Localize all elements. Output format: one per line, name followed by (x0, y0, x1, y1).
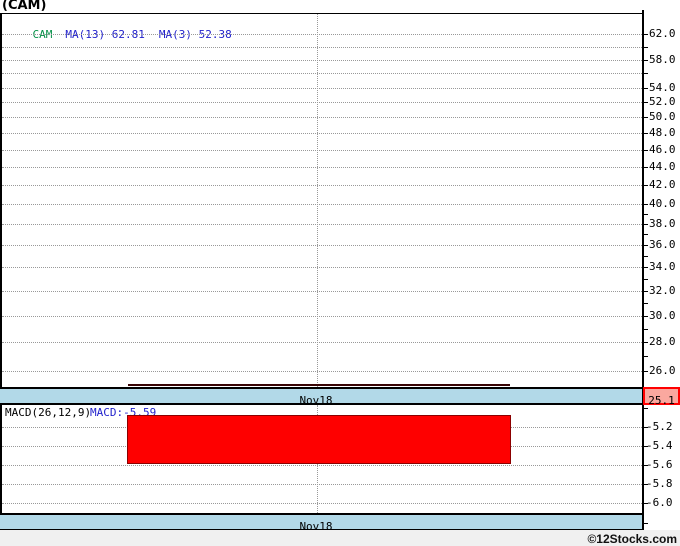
macd-histogram-bar (127, 415, 511, 464)
y-axis-label: 42.0 (649, 178, 676, 191)
y-axis-minor-tick (644, 303, 648, 304)
footer-strip: ©12Stocks.com (0, 530, 680, 546)
y-axis-minor-tick (644, 279, 648, 280)
chart-left-border (0, 13, 2, 530)
macd-date-band: Nov18 (0, 513, 642, 533)
y-axis-label: 30.0 (649, 309, 676, 322)
price-gridline (2, 150, 642, 151)
macd-gridline (2, 484, 642, 485)
macd-axis-tick (644, 446, 648, 447)
macd-axis-tick (644, 427, 648, 428)
macd-axis-minor-tick (644, 523, 648, 524)
y-axis-label: 28.0 (649, 335, 676, 348)
price-gridline (2, 167, 642, 168)
y-axis-label: 26.0 (649, 364, 676, 377)
macd-axis-tick (644, 484, 648, 485)
price-gridline (2, 102, 642, 103)
price-gridline (2, 224, 642, 225)
price-gridline (2, 204, 642, 205)
y-axis-label: 52.0 (649, 95, 676, 108)
macd-axis-label: -5.2 (646, 420, 673, 433)
macd-gridline (2, 503, 642, 504)
price-gridline (2, 73, 642, 74)
y-axis-minor-tick (644, 329, 648, 330)
y-axis-tick (644, 245, 648, 246)
y-axis-minor-tick (644, 234, 648, 235)
last-price-value: 25.1 (648, 394, 675, 407)
price-gridline (2, 267, 642, 268)
page-title: (CAM) (2, 0, 47, 13)
y-axis-line (642, 10, 644, 530)
macd-axis-label: -6.0 (646, 496, 673, 509)
price-gridline (2, 47, 642, 48)
price-line (128, 384, 510, 386)
price-gridline (2, 34, 642, 35)
price-gridline (2, 185, 642, 186)
y-axis-label: 38.0 (649, 217, 676, 230)
price-gridline (2, 245, 642, 246)
y-axis-label: 46.0 (649, 143, 676, 156)
macd-axis-label: -5.6 (646, 458, 673, 471)
y-axis-tick (644, 60, 648, 61)
y-axis-tick (644, 342, 648, 343)
y-axis-label: 40.0 (649, 197, 676, 210)
macd-heading: MACD(26,12,9) (5, 406, 92, 419)
y-axis-label: 50.0 (649, 110, 676, 123)
y-axis-tick (644, 150, 648, 151)
price-date-band: Nov18 (0, 387, 642, 407)
y-axis-tick (644, 204, 648, 205)
y-axis-tick (644, 88, 648, 89)
price-gridline (2, 291, 642, 292)
y-axis-label: 44.0 (649, 160, 676, 173)
date-label: Nov18 (299, 520, 333, 533)
y-axis-minor-tick (644, 356, 648, 357)
price-gridline (2, 316, 642, 317)
y-axis-tick (644, 291, 648, 292)
price-vertical-gridline (317, 14, 318, 387)
y-axis-minor-tick (644, 47, 648, 48)
y-axis-minor-tick (644, 214, 648, 215)
date-label: Nov18 (299, 394, 333, 407)
copyright-link[interactable]: ©12Stocks.com (587, 532, 677, 546)
y-axis-tick (644, 117, 648, 118)
y-axis-tick (644, 185, 648, 186)
price-gridline (2, 88, 642, 89)
y-axis-label: 58.0 (649, 53, 676, 66)
macd-gridline (2, 465, 642, 466)
price-gridline (2, 342, 642, 343)
macd-axis-minor-tick (644, 408, 648, 409)
y-axis-minor-tick (644, 73, 648, 74)
y-axis-label: 48.0 (649, 126, 676, 139)
y-axis-label: 36.0 (649, 238, 676, 251)
y-axis-tick (644, 133, 648, 134)
y-axis-tick (644, 34, 648, 35)
y-axis-label: 62.0 (649, 27, 676, 40)
y-axis-tick (644, 371, 648, 372)
price-gridline (2, 133, 642, 134)
macd-axis-label: -5.4 (646, 439, 673, 452)
last-price-badge: 25.1 (643, 387, 680, 407)
y-axis-label: 34.0 (649, 260, 676, 273)
macd-axis-tick (644, 503, 648, 504)
y-axis-label: 54.0 (649, 81, 676, 94)
y-axis-tick (644, 167, 648, 168)
chart-top-border (0, 13, 644, 14)
y-axis-label: 32.0 (649, 284, 676, 297)
y-axis-tick (644, 316, 648, 317)
price-gridline (2, 60, 642, 61)
y-axis-tick (644, 102, 648, 103)
y-axis-tick (644, 267, 648, 268)
macd-axis-label: -5.8 (646, 477, 673, 490)
price-gridline (2, 371, 642, 372)
price-gridline (2, 117, 642, 118)
macd-axis-tick (644, 465, 648, 466)
y-axis-tick (644, 224, 648, 225)
y-axis-minor-tick (644, 256, 648, 257)
